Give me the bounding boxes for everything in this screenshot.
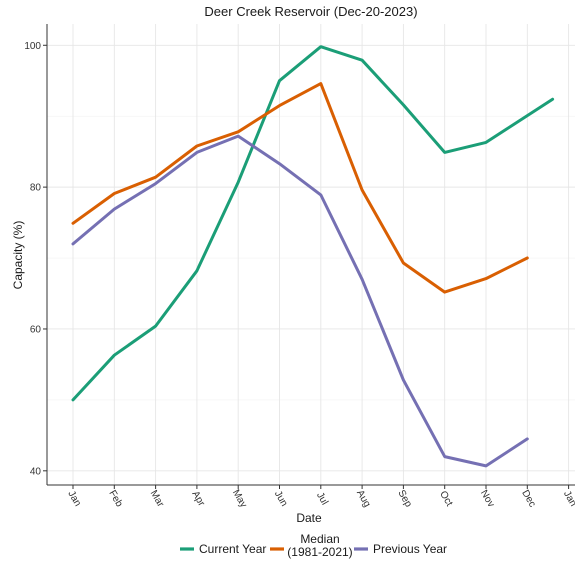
y-ticks: 40 60 80 100 [24, 41, 47, 477]
x-tick-label: Mar [148, 489, 166, 510]
legend-label-median: Median (1981-2021) [287, 532, 352, 559]
x-tick-label: Jul [314, 490, 330, 507]
grid [47, 24, 575, 485]
y-tick-label: 80 [30, 183, 42, 194]
series-line-median [71, 82, 529, 294]
y-tick-label: 40 [30, 466, 42, 477]
x-ticks: Jan Feb Mar Apr May Jun Jul Aug Sep Oct Nov Dec Jan [65, 485, 575, 510]
series-line-previous-year [71, 134, 529, 468]
y-tick-label: 100 [24, 41, 41, 52]
legend-label-previous-year: Previous Year [373, 542, 447, 556]
series-layer [71, 45, 555, 468]
x-tick-label: Apr [189, 489, 207, 509]
x-tick-label: Jan [561, 489, 575, 508]
x-tick-label: Aug [354, 488, 372, 509]
y-tick-label: 60 [30, 324, 42, 335]
x-tick-label: Nov [478, 488, 496, 509]
series-line-current-year [71, 45, 555, 402]
x-tick-label: Sep [395, 488, 414, 509]
x-tick-label: Dec [519, 488, 537, 509]
chart-title: Deer Creek Reservoir (Dec-20-2023) [204, 4, 417, 19]
legend: Current Year Median (1981-2021) Previous Ye… [180, 532, 447, 559]
legend-label-current-year: Current Year [199, 542, 266, 556]
x-axis-title: Date [296, 511, 322, 525]
x-tick-label: Oct [437, 489, 454, 508]
x-tick-label: Jan [65, 489, 83, 508]
y-axis-title: Capacity (%) [11, 221, 25, 290]
x-tick-label: May [230, 488, 249, 510]
x-tick-label: Jun [272, 489, 290, 508]
x-tick-label: Feb [106, 489, 124, 510]
